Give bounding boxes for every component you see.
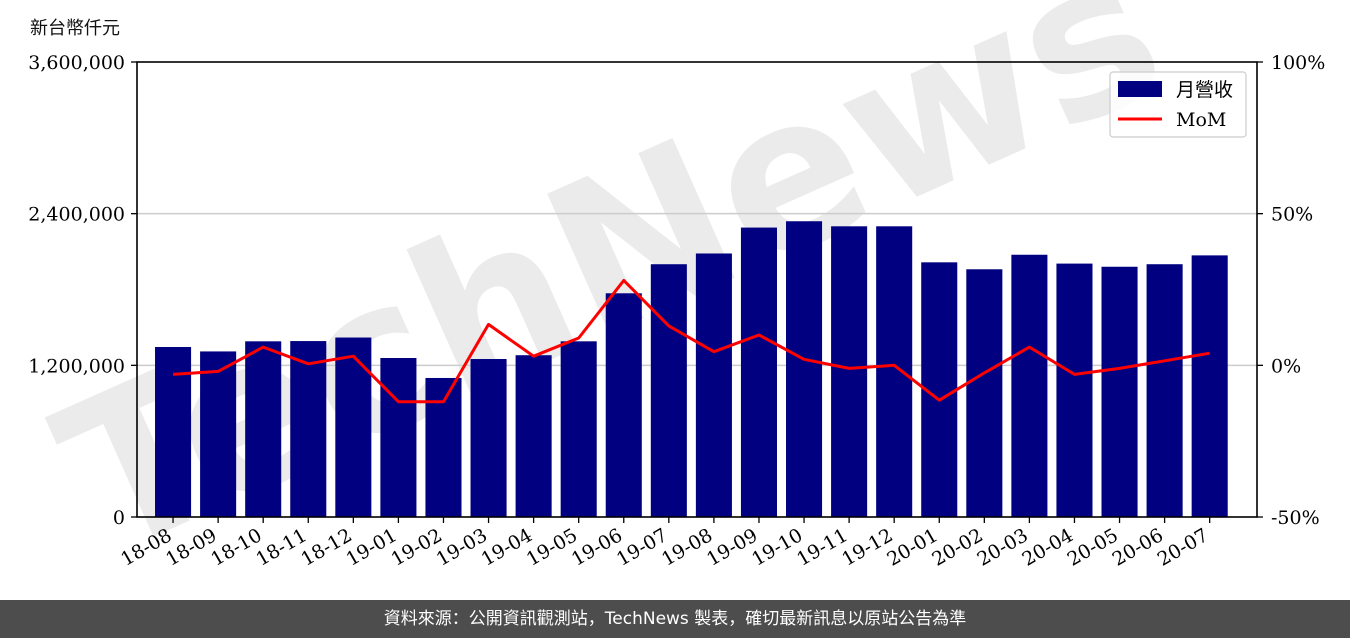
x-tick-label: 20-05 (1064, 524, 1122, 570)
legend: 月營收 MoM (1109, 71, 1247, 138)
legend-label-revenue: 月營收 (1176, 79, 1233, 101)
revenue-bar (695, 253, 732, 517)
revenue-bar (200, 351, 237, 517)
y-right-tick-label: -50% (1271, 507, 1320, 529)
x-tick-label: 19-10 (748, 524, 806, 570)
y-right-tick-label: 100% (1271, 52, 1325, 74)
x-tick-label: 19-02 (388, 524, 446, 570)
x-tick-label: 19-01 (342, 524, 400, 570)
revenue-bar (380, 358, 417, 517)
revenue-bar (1146, 264, 1183, 517)
mom-line (173, 278, 1210, 404)
revenue-bar (335, 337, 372, 517)
x-tick-label: 19-07 (613, 524, 671, 570)
legend-label-mom: MoM (1176, 109, 1226, 131)
revenue-bar (650, 264, 687, 517)
x-tick-label: 19-08 (658, 524, 716, 570)
revenue-bar (1011, 254, 1048, 518)
y-left-tick-label: 3,600,000 (28, 52, 125, 74)
revenue-bar (876, 226, 913, 518)
revenue-bar (245, 341, 282, 517)
x-tick-label: 19-11 (793, 524, 851, 570)
bars-group (155, 221, 1228, 518)
revenue-bar (560, 341, 597, 517)
x-tick-label: 20-03 (973, 524, 1031, 570)
x-tick-label: 19-05 (523, 524, 581, 570)
source-footer: 資料來源：公開資訊觀測站，TechNews 製表，確切最新訊息以原站公告為準 (0, 600, 1350, 638)
revenue-bar (1191, 255, 1228, 517)
x-tick-label: 20-06 (1109, 524, 1167, 570)
revenue-bar (831, 226, 868, 518)
y-left-tick-label: 2,400,000 (28, 204, 125, 226)
x-tick-label: 19-04 (478, 524, 536, 570)
mom-line-group (173, 278, 1210, 404)
revenue-bar (786, 221, 823, 517)
revenue-bar (155, 347, 192, 517)
x-tick-label: 20-02 (928, 524, 986, 570)
y-left-tick-label: 0 (113, 507, 125, 529)
x-tick-label: 19-12 (838, 524, 896, 570)
revenue-chart: TechNews 01,200,0002,400,0003,600,000-50… (27, 0, 1326, 600)
x-tick-label: 18-12 (297, 524, 355, 570)
revenue-bar (1101, 266, 1138, 517)
revenue-bar (740, 227, 777, 517)
revenue-bar (470, 359, 507, 517)
revenue-bar (1056, 263, 1093, 517)
revenue-bar (966, 269, 1003, 517)
x-tick-label: 20-01 (883, 524, 941, 570)
revenue-bar (290, 341, 327, 517)
x-tick-label: 19-03 (433, 524, 491, 570)
x-tick-label: 19-09 (703, 524, 761, 570)
y-left-tick-label: 1,200,000 (28, 355, 125, 377)
plot-frame (136, 61, 1258, 518)
x-tick-label: 20-07 (1154, 524, 1212, 570)
y-axis-unit-label: 新台幣仟元 (30, 18, 120, 39)
legend-swatch-revenue (1118, 81, 1162, 97)
y-right-tick-label: 0% (1271, 355, 1301, 377)
x-tick-label: 19-06 (568, 524, 626, 570)
revenue-bar (515, 355, 552, 517)
y-right-tick-label: 50% (1271, 204, 1313, 226)
x-tick-label: 20-04 (1019, 524, 1077, 570)
revenue-bar (605, 293, 642, 517)
